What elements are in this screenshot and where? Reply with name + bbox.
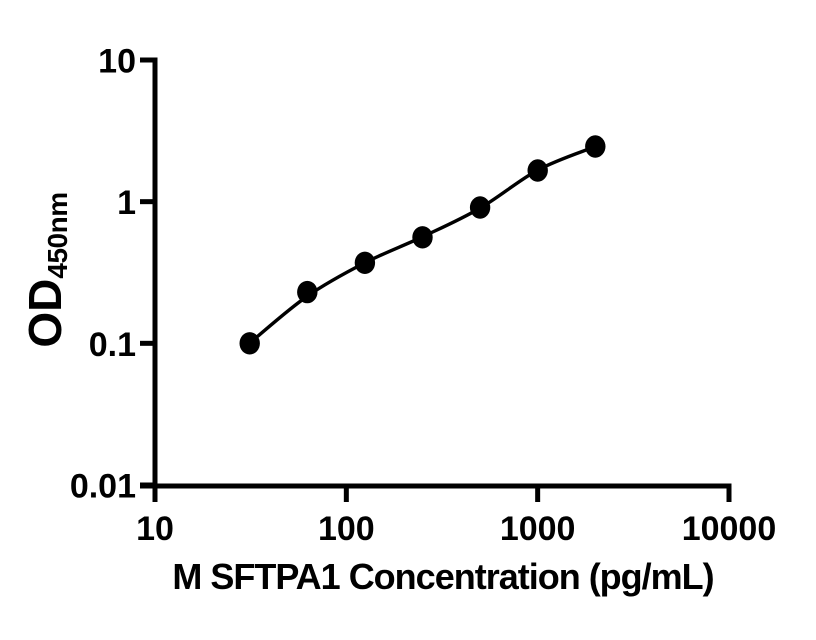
y-axis-title-main: OD bbox=[19, 278, 71, 348]
data-point bbox=[239, 332, 260, 355]
x-axis-title: M SFTPA1 Concentration (pg/mL) bbox=[172, 556, 714, 597]
x-tick-label: 10000 bbox=[682, 510, 777, 548]
y-tick-label: 10 bbox=[98, 42, 136, 80]
data-point bbox=[469, 196, 491, 219]
y-tick-label: 0.01 bbox=[70, 468, 136, 506]
data-point bbox=[412, 226, 433, 249]
y-tick-label: 0.1 bbox=[89, 326, 136, 364]
data-point bbox=[527, 159, 548, 182]
y-tick-label: 1 bbox=[117, 184, 136, 222]
x-tick-label: 1000 bbox=[500, 510, 576, 548]
x-tick-label: 100 bbox=[318, 510, 375, 548]
data-points bbox=[239, 135, 606, 355]
axes bbox=[140, 57, 732, 502]
data-point bbox=[585, 135, 606, 158]
x-tick-label: 10 bbox=[136, 510, 174, 548]
data-point bbox=[354, 251, 376, 274]
y-axis-title: OD450nm bbox=[19, 192, 73, 348]
data-point bbox=[297, 280, 318, 304]
y-axis-title-subscript: 450nm bbox=[42, 192, 73, 279]
